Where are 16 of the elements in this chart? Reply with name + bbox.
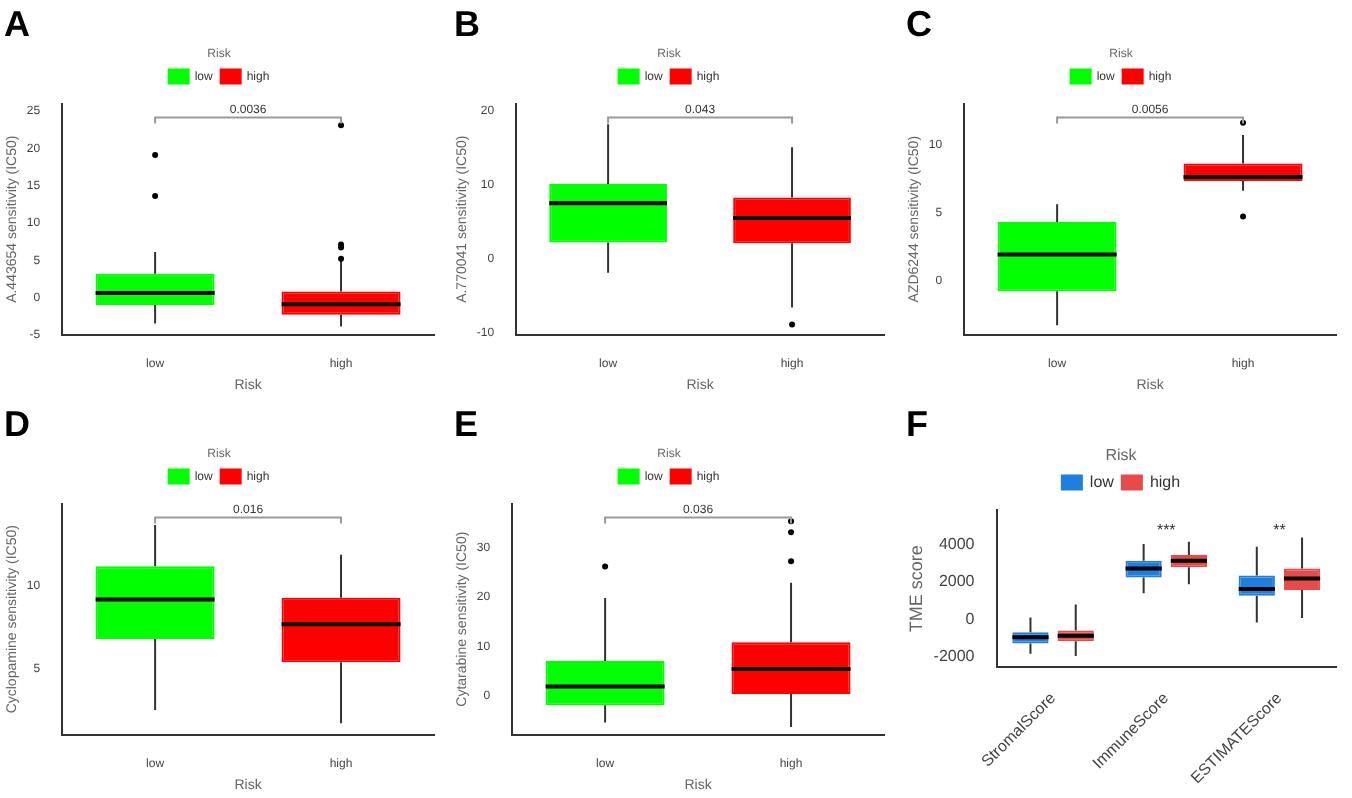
chart-title: D: [4, 403, 30, 444]
y-tick-label: 2000: [938, 572, 976, 591]
chart-title: E: [454, 403, 479, 444]
chart-title: F: [906, 403, 928, 444]
y-tick-label: 0: [965, 609, 976, 628]
chart-title: A: [4, 3, 30, 44]
y-axis-title: TME score: [905, 545, 926, 633]
legend-label: high: [1149, 472, 1181, 491]
annotation: **: [1273, 520, 1286, 539]
y-tick-label: 4000: [938, 535, 976, 554]
legend-title: Risk: [1105, 445, 1139, 464]
chart-title: B: [454, 3, 480, 44]
annotation: ***: [1156, 520, 1176, 539]
legend-label: low: [1089, 472, 1115, 491]
chart-title: C: [906, 3, 932, 44]
y-tick-label: -2000: [933, 646, 976, 665]
